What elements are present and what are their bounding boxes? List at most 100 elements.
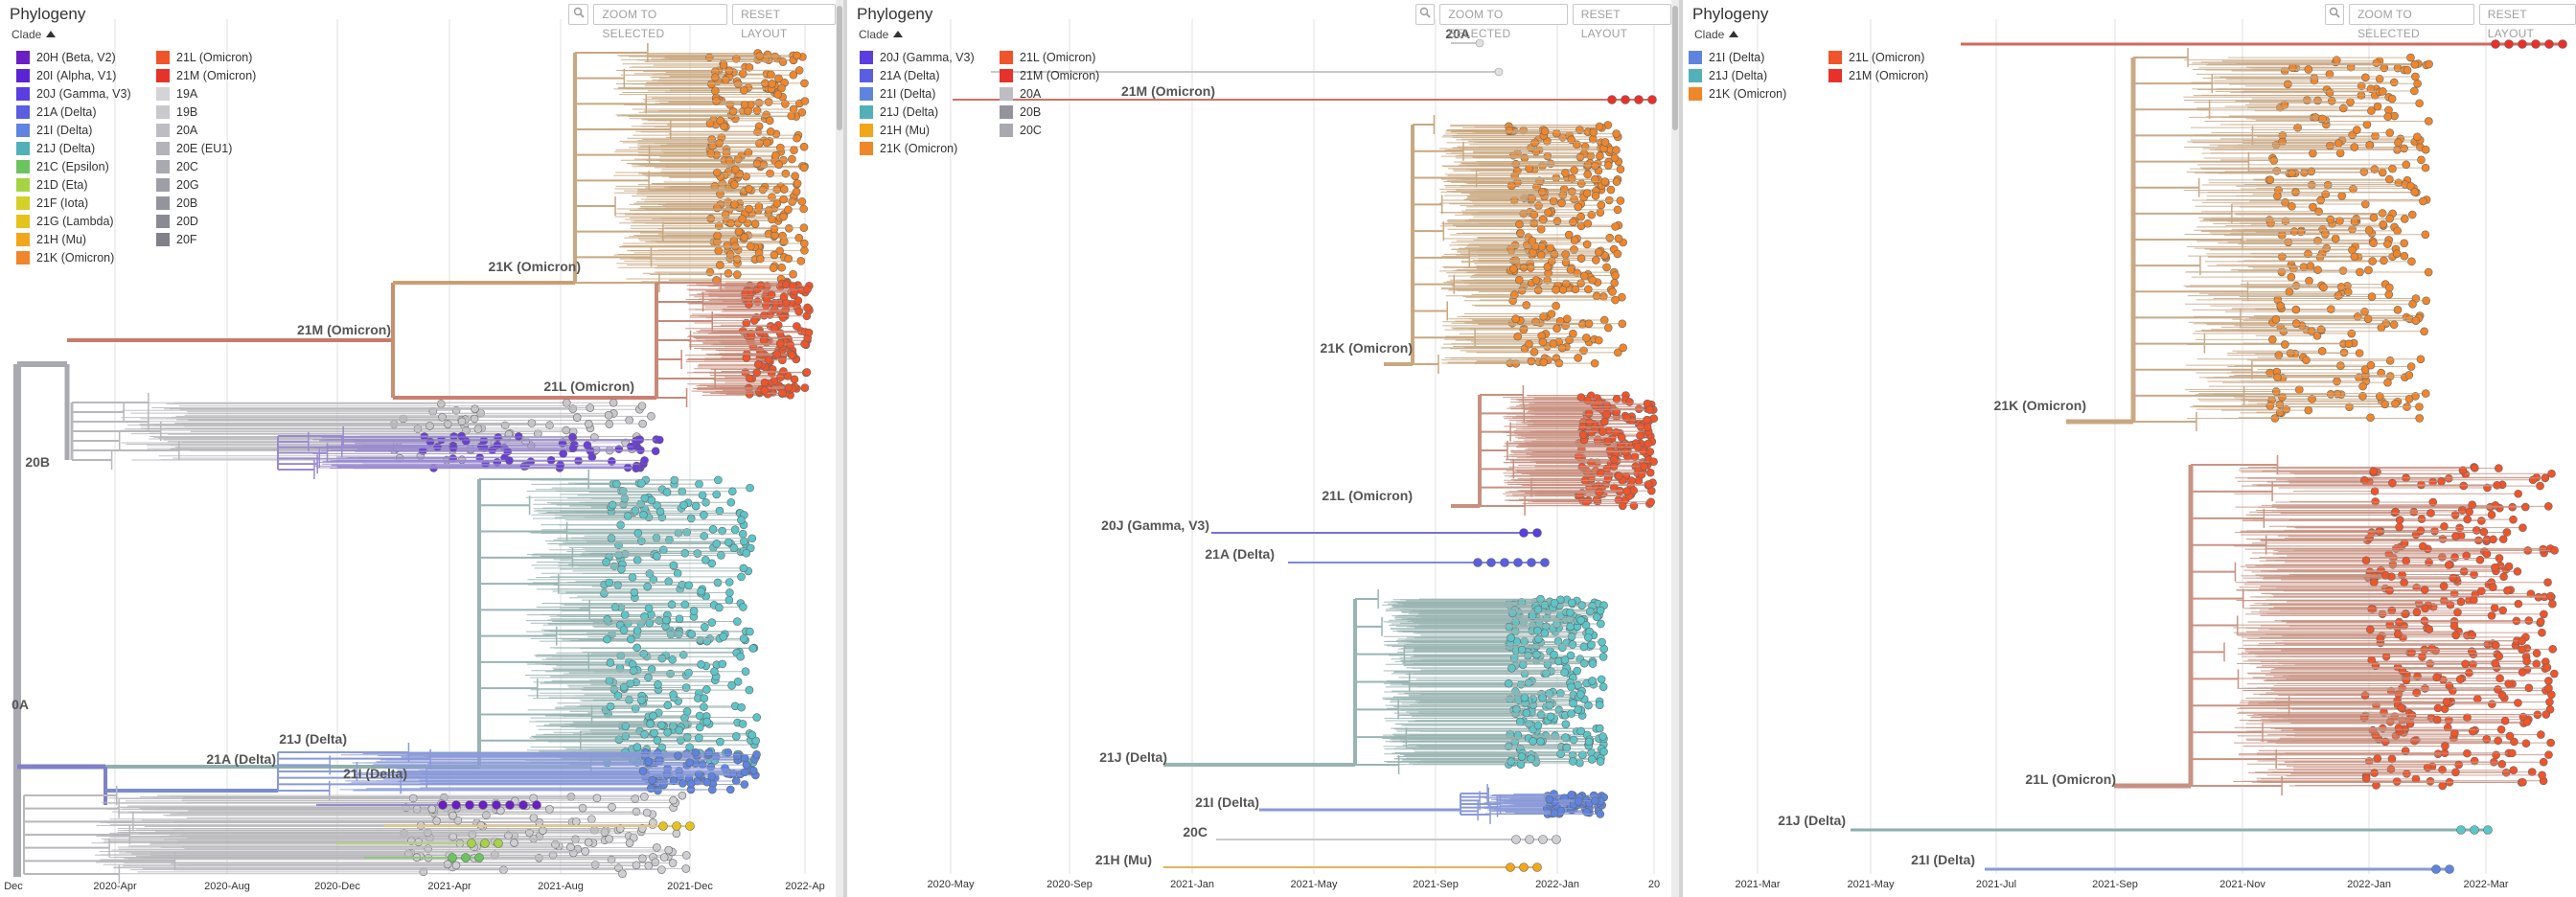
scroll-thumb[interactable] xyxy=(837,6,842,130)
tip-node[interactable] xyxy=(640,456,649,465)
tip-node[interactable] xyxy=(461,853,471,862)
tip-node[interactable] xyxy=(2284,238,2293,247)
tip-node[interactable] xyxy=(766,169,774,178)
tip-node[interactable] xyxy=(631,794,640,803)
tip-node[interactable] xyxy=(2400,251,2409,261)
tip-node[interactable] xyxy=(792,187,801,196)
tip-node[interactable] xyxy=(674,751,682,760)
tip-node[interactable] xyxy=(797,196,807,206)
tip-node[interactable] xyxy=(427,804,437,814)
tip-node[interactable] xyxy=(1608,288,1617,296)
tip-node[interactable] xyxy=(1649,457,1658,467)
tip-node[interactable] xyxy=(2402,160,2411,170)
tip-node[interactable] xyxy=(2407,210,2417,219)
tip-node[interactable] xyxy=(764,356,773,364)
tip-node[interactable] xyxy=(756,281,766,290)
tip-node[interactable] xyxy=(1622,413,1631,423)
tip-node[interactable] xyxy=(768,80,776,88)
tip-node[interactable] xyxy=(1546,712,1555,722)
tip-node[interactable] xyxy=(566,842,575,852)
tip-node[interactable] xyxy=(2380,256,2388,265)
tip-node[interactable] xyxy=(1567,632,1576,641)
tip-node[interactable] xyxy=(605,578,614,587)
tip-node[interactable] xyxy=(2407,257,2416,266)
tip-node[interactable] xyxy=(730,200,739,209)
tip-node[interactable] xyxy=(1560,656,1570,664)
tip-node[interactable] xyxy=(609,398,618,407)
tip-node[interactable] xyxy=(2331,234,2340,243)
tip-node[interactable] xyxy=(2370,165,2380,173)
tip-node[interactable] xyxy=(2378,168,2387,177)
tip-node[interactable] xyxy=(752,368,762,378)
tip-node[interactable] xyxy=(1616,196,1625,205)
tip-node[interactable] xyxy=(453,816,463,825)
tip-node[interactable] xyxy=(1629,501,1639,510)
tip-node[interactable] xyxy=(1617,433,1626,442)
tip-node[interactable] xyxy=(1561,720,1571,729)
tip-node[interactable] xyxy=(636,446,645,454)
tip-node[interactable] xyxy=(2368,257,2377,265)
tip-node[interactable] xyxy=(451,861,461,870)
tip-node[interactable] xyxy=(775,143,785,152)
tip-node[interactable] xyxy=(2421,389,2430,398)
legend-item[interactable]: 20B xyxy=(156,194,256,212)
tip-node[interactable] xyxy=(702,777,712,787)
tip-node[interactable] xyxy=(794,296,803,305)
tip-node[interactable] xyxy=(1645,405,1654,414)
tip-node[interactable] xyxy=(2309,202,2317,212)
tip-node[interactable] xyxy=(562,426,571,435)
tip-node[interactable] xyxy=(1580,142,1590,151)
tip-node[interactable] xyxy=(2316,325,2326,334)
tip-node[interactable] xyxy=(648,775,656,785)
tip-node[interactable] xyxy=(691,748,701,757)
tip-node[interactable] xyxy=(2266,175,2275,184)
tip-node[interactable] xyxy=(2385,128,2395,137)
tip-node[interactable] xyxy=(748,644,758,653)
tip-node[interactable] xyxy=(1596,810,1605,818)
tip-node[interactable] xyxy=(2355,349,2364,357)
tip-node[interactable] xyxy=(2372,58,2381,68)
tip-node[interactable] xyxy=(527,419,537,427)
tip-node[interactable] xyxy=(760,378,770,387)
tip-node[interactable] xyxy=(2327,97,2336,105)
tip-node[interactable] xyxy=(2544,39,2554,49)
tip-node[interactable] xyxy=(702,556,710,564)
tip-node[interactable] xyxy=(775,329,785,337)
tip-node[interactable] xyxy=(1558,285,1568,294)
tip-node[interactable] xyxy=(2283,80,2292,89)
tip-node[interactable] xyxy=(2365,141,2374,150)
tip-node[interactable] xyxy=(765,206,773,215)
tip-node[interactable] xyxy=(740,768,749,777)
tip-node[interactable] xyxy=(2271,387,2281,396)
tip-node[interactable] xyxy=(708,525,718,534)
tip-node[interactable] xyxy=(1611,295,1620,305)
tip-node[interactable] xyxy=(742,760,751,770)
tip-node[interactable] xyxy=(750,219,760,228)
tip-node[interactable] xyxy=(685,821,695,831)
tip-node[interactable] xyxy=(606,658,615,667)
tip-node[interactable] xyxy=(471,404,479,413)
tip-node[interactable] xyxy=(2539,544,2548,554)
tip-node[interactable] xyxy=(731,776,741,786)
tip-node[interactable] xyxy=(742,318,751,328)
tip-node[interactable] xyxy=(662,488,672,496)
tip-node[interactable] xyxy=(1595,701,1604,710)
tree-canvas-3[interactable]: 21K (Omicron)21L (Omicron)21J (Delta)21I… xyxy=(1683,0,2576,897)
tip-node[interactable] xyxy=(518,800,528,810)
tip-node[interactable] xyxy=(1507,663,1516,673)
tip-node[interactable] xyxy=(687,630,697,639)
tip-node[interactable] xyxy=(708,785,717,794)
tip-node[interactable] xyxy=(1598,427,1607,436)
tip-node[interactable] xyxy=(779,212,788,221)
tip-node[interactable] xyxy=(778,388,787,398)
tip-node[interactable] xyxy=(1513,332,1522,341)
tip-node[interactable] xyxy=(583,441,592,449)
tip-node[interactable] xyxy=(592,794,602,803)
tip-node[interactable] xyxy=(2379,219,2387,229)
tip-node[interactable] xyxy=(2266,402,2275,410)
tip-node[interactable] xyxy=(2315,253,2325,262)
tip-node[interactable] xyxy=(689,607,699,615)
legend-item[interactable]: 21J (Delta) xyxy=(860,103,975,121)
tip-node[interactable] xyxy=(2558,39,2567,49)
tip-node[interactable] xyxy=(1520,693,1530,702)
